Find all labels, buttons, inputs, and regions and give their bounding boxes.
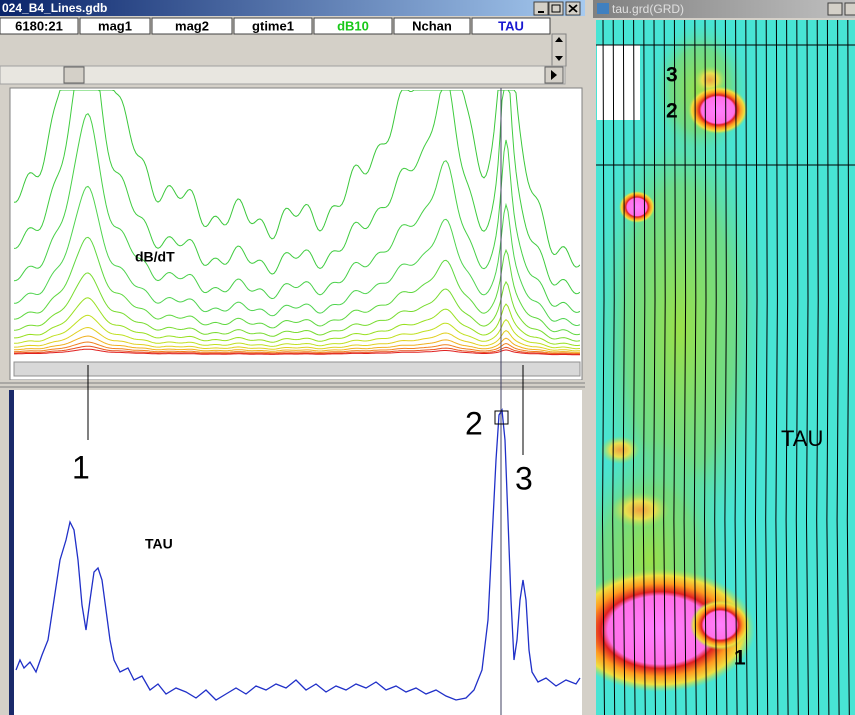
flight-line <box>724 20 728 715</box>
grid-map: 3 2 1 TAU <box>596 20 855 715</box>
column-header-label: mag1 <box>98 18 132 33</box>
column-header[interactable] <box>79 17 151 35</box>
minimize-button[interactable] <box>533 1 549 16</box>
maximize-button[interactable] <box>548 1 564 16</box>
ddt-curve <box>14 297 580 346</box>
map-label: 3 <box>666 64 678 87</box>
marker-label: 3 <box>515 460 533 496</box>
marker-box <box>494 410 509 425</box>
flight-line <box>663 20 667 715</box>
close-icon <box>568 4 578 13</box>
column-header-label: 6180:21 <box>15 18 63 33</box>
scroll-thumb[interactable] <box>63 66 85 84</box>
flight-line <box>846 20 850 715</box>
flight-line <box>703 20 707 715</box>
map-label: 1 <box>734 647 746 670</box>
plot-label: dB/dT <box>135 249 175 265</box>
map-high <box>619 191 655 223</box>
column-header-label: gtime1 <box>252 18 294 33</box>
map-high <box>690 600 750 650</box>
flight-line <box>622 20 626 715</box>
column-header[interactable] <box>393 17 471 35</box>
column-headers: 6180:21 mag1 mag2 gtime1 dB10 Nchan TAU <box>0 17 551 35</box>
flight-line <box>816 20 820 715</box>
ddt-curve <box>14 113 580 313</box>
flight-line <box>612 20 616 715</box>
splitter[interactable] <box>0 380 585 390</box>
plot-tau <box>10 390 582 715</box>
ddt-curve <box>14 348 580 356</box>
plot-label: TAU <box>145 536 173 552</box>
flight-line <box>714 20 718 715</box>
ddt-curve <box>14 341 580 354</box>
column-header[interactable] <box>151 17 233 35</box>
window-title: tau.grd(GRD) <box>612 2 684 16</box>
flight-line <box>601 20 605 715</box>
map-high <box>688 86 748 134</box>
column-header-label: TAU <box>498 18 524 33</box>
window-icon <box>597 3 609 14</box>
ddt-curve <box>14 335 580 353</box>
flight-line <box>632 20 636 715</box>
flight-line <box>795 20 799 715</box>
plot-ddt-footer <box>13 361 581 377</box>
column-header-label: dB10 <box>337 18 369 33</box>
ddt-curve <box>14 90 580 295</box>
maximize-icon <box>551 4 561 13</box>
column-header-label: Nchan <box>412 18 452 33</box>
marker-label: 2 <box>465 405 483 441</box>
ddt-curves <box>14 90 580 356</box>
window-buttons <box>533 1 581 16</box>
window-gap <box>585 0 591 715</box>
ddt-curve <box>14 272 580 342</box>
flight-line <box>683 20 687 715</box>
ddt-curve <box>14 185 580 327</box>
maximize-button[interactable] <box>844 2 855 16</box>
map-label: 2 <box>666 100 678 123</box>
tau-curve <box>15 407 581 701</box>
ddt-curve <box>14 326 580 352</box>
column-header[interactable] <box>233 17 313 35</box>
flight-line <box>785 20 789 715</box>
flight-lines <box>601 20 850 715</box>
scroll-right-icon <box>551 70 557 80</box>
map-anomaly <box>600 436 640 464</box>
flight-line <box>826 20 830 715</box>
column-header[interactable] <box>0 17 79 35</box>
title-bar <box>593 0 855 18</box>
flight-line <box>642 20 646 715</box>
ddt-curve <box>14 314 580 350</box>
window-title: 024_B4_Lines.gdb <box>2 1 107 15</box>
flight-line <box>765 20 769 715</box>
column-header[interactable] <box>471 17 551 35</box>
map-label: TAU <box>781 426 823 451</box>
flight-line <box>775 20 779 715</box>
map-anomaly <box>610 492 670 528</box>
flight-line <box>836 20 840 715</box>
flight-line <box>805 20 809 715</box>
plot-tau-edge <box>9 390 14 715</box>
flight-line <box>744 20 748 715</box>
marker-label: 1 <box>72 449 90 485</box>
ddt-curve <box>14 345 580 355</box>
map-inset <box>597 45 640 120</box>
minimize-button[interactable] <box>827 2 843 16</box>
flight-line <box>693 20 697 715</box>
ddt-curve <box>14 90 580 268</box>
plot-ddt-area <box>14 90 580 360</box>
ddt-curve <box>14 236 580 336</box>
scroll-arrows <box>555 37 563 61</box>
flight-line <box>754 20 758 715</box>
column-header[interactable] <box>313 17 393 35</box>
flight-line <box>734 20 738 715</box>
title-bar <box>0 0 585 16</box>
column-header-label: mag2 <box>175 18 209 33</box>
horizontal-scrollbar[interactable] <box>0 65 566 85</box>
flight-line <box>652 20 656 715</box>
flight-line <box>673 20 677 715</box>
